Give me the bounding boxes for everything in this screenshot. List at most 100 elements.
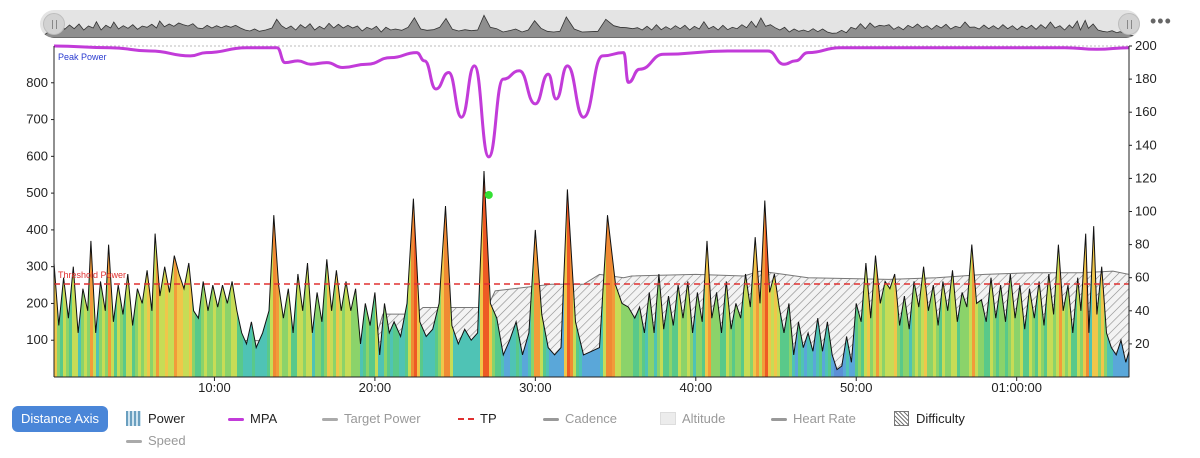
right-tick-label: 180 bbox=[1135, 71, 1157, 86]
power-stripe bbox=[999, 171, 1003, 377]
power-stripe bbox=[1044, 171, 1048, 377]
legend-label: MPA bbox=[250, 411, 278, 426]
legend-label: TP bbox=[480, 411, 497, 426]
power-stripe bbox=[768, 171, 772, 377]
power-stripe bbox=[1077, 171, 1081, 377]
power-stripe bbox=[480, 171, 484, 377]
power-stripe bbox=[756, 171, 760, 377]
power-stripe bbox=[336, 171, 340, 377]
power-stripe bbox=[786, 171, 790, 377]
right-tick-label: 20 bbox=[1135, 336, 1149, 351]
power-stripe bbox=[771, 171, 775, 377]
power-stripe bbox=[648, 171, 652, 377]
power-stripe bbox=[156, 171, 160, 377]
more-options-icon[interactable]: ••• bbox=[1150, 11, 1172, 31]
power-stripe bbox=[342, 171, 346, 377]
legend-label: Power bbox=[148, 411, 185, 426]
power-stripe bbox=[918, 171, 922, 377]
power-stripe bbox=[435, 171, 439, 377]
power-stripe bbox=[351, 171, 355, 377]
overview-track[interactable] bbox=[40, 10, 1140, 38]
power-stripe bbox=[981, 171, 985, 377]
power-stripe bbox=[81, 171, 85, 377]
power-stripe bbox=[612, 171, 616, 377]
power-stripe bbox=[294, 171, 298, 377]
power-stripe bbox=[102, 171, 106, 377]
power-stripe bbox=[1083, 171, 1087, 377]
power-stripe bbox=[624, 171, 628, 377]
power-stripe bbox=[666, 171, 670, 377]
power-stripe bbox=[327, 171, 331, 377]
left-tick-label: 600 bbox=[26, 148, 48, 163]
hatched-swatch-icon bbox=[894, 411, 909, 426]
power-stripe bbox=[978, 171, 982, 377]
power-stripe bbox=[672, 171, 676, 377]
power-stripe bbox=[174, 171, 178, 377]
power-stripe bbox=[66, 171, 70, 377]
x-tick-label: 30:00 bbox=[519, 380, 552, 395]
power-stripe bbox=[1059, 171, 1063, 377]
power-stripe bbox=[603, 171, 607, 377]
power-stripe bbox=[1008, 171, 1012, 377]
legend-label: Target Power bbox=[344, 411, 421, 426]
power-stripe bbox=[1080, 171, 1084, 377]
left-tick-label: 200 bbox=[26, 295, 48, 310]
power-stripe bbox=[858, 171, 862, 377]
power-stripe bbox=[438, 171, 442, 377]
power-stripe bbox=[564, 171, 568, 377]
power-stripe bbox=[489, 171, 493, 377]
right-tick-label: 120 bbox=[1135, 170, 1157, 185]
legend-label: Altitude bbox=[682, 411, 726, 426]
power-stripe bbox=[618, 171, 622, 377]
power-stripe bbox=[633, 171, 637, 377]
power-stripe bbox=[924, 171, 928, 377]
power-stripe bbox=[393, 171, 397, 377]
power-stripe bbox=[888, 171, 892, 377]
power-stripe bbox=[630, 171, 634, 377]
power-stripe bbox=[987, 171, 991, 377]
power-stripe bbox=[966, 171, 970, 377]
power-stripe bbox=[486, 171, 490, 377]
right-tick-label: 200 bbox=[1135, 38, 1157, 53]
power-stripe bbox=[1020, 171, 1024, 377]
overview-right-handle[interactable] bbox=[1118, 13, 1140, 35]
power-stripe bbox=[270, 171, 274, 377]
power-stripe bbox=[1056, 171, 1060, 377]
overview-sparkline bbox=[40, 14, 1140, 38]
power-stripe bbox=[681, 171, 685, 377]
power-stripe bbox=[534, 171, 538, 377]
power-stripe bbox=[954, 171, 958, 377]
power-stripe bbox=[678, 171, 682, 377]
power-stripe bbox=[246, 171, 250, 377]
power-stripe bbox=[984, 171, 988, 377]
power-stripe bbox=[675, 171, 679, 377]
power-stripe bbox=[267, 171, 271, 377]
power-stripe bbox=[447, 171, 451, 377]
power-stripe bbox=[993, 171, 997, 377]
power-stripe bbox=[105, 171, 109, 377]
power-stripe bbox=[441, 171, 445, 377]
power-stripe bbox=[138, 171, 142, 377]
power-stripe bbox=[369, 171, 373, 377]
legend-label: Cadence bbox=[565, 411, 618, 426]
power-stripe bbox=[741, 171, 745, 377]
power-stripe bbox=[708, 171, 712, 377]
power-stripe bbox=[60, 171, 64, 377]
power-stripe bbox=[279, 171, 283, 377]
left-tick-label: 500 bbox=[26, 185, 48, 200]
power-stripe bbox=[744, 171, 748, 377]
left-tick-label: 700 bbox=[26, 112, 48, 127]
power-stripe bbox=[1068, 171, 1072, 377]
power-stripe bbox=[627, 171, 631, 377]
position-marker bbox=[484, 190, 493, 199]
overview-left-handle[interactable] bbox=[43, 13, 65, 35]
power-stripe bbox=[330, 171, 334, 377]
power-stripe bbox=[1014, 171, 1018, 377]
power-stripe bbox=[732, 171, 736, 377]
power-stripe bbox=[738, 171, 742, 377]
power-stripe bbox=[1062, 171, 1066, 377]
power-stripe bbox=[855, 171, 859, 377]
distance-axis-button[interactable]: Distance Axis bbox=[12, 406, 108, 432]
power-stripe bbox=[927, 171, 931, 377]
power-stripe bbox=[621, 171, 625, 377]
